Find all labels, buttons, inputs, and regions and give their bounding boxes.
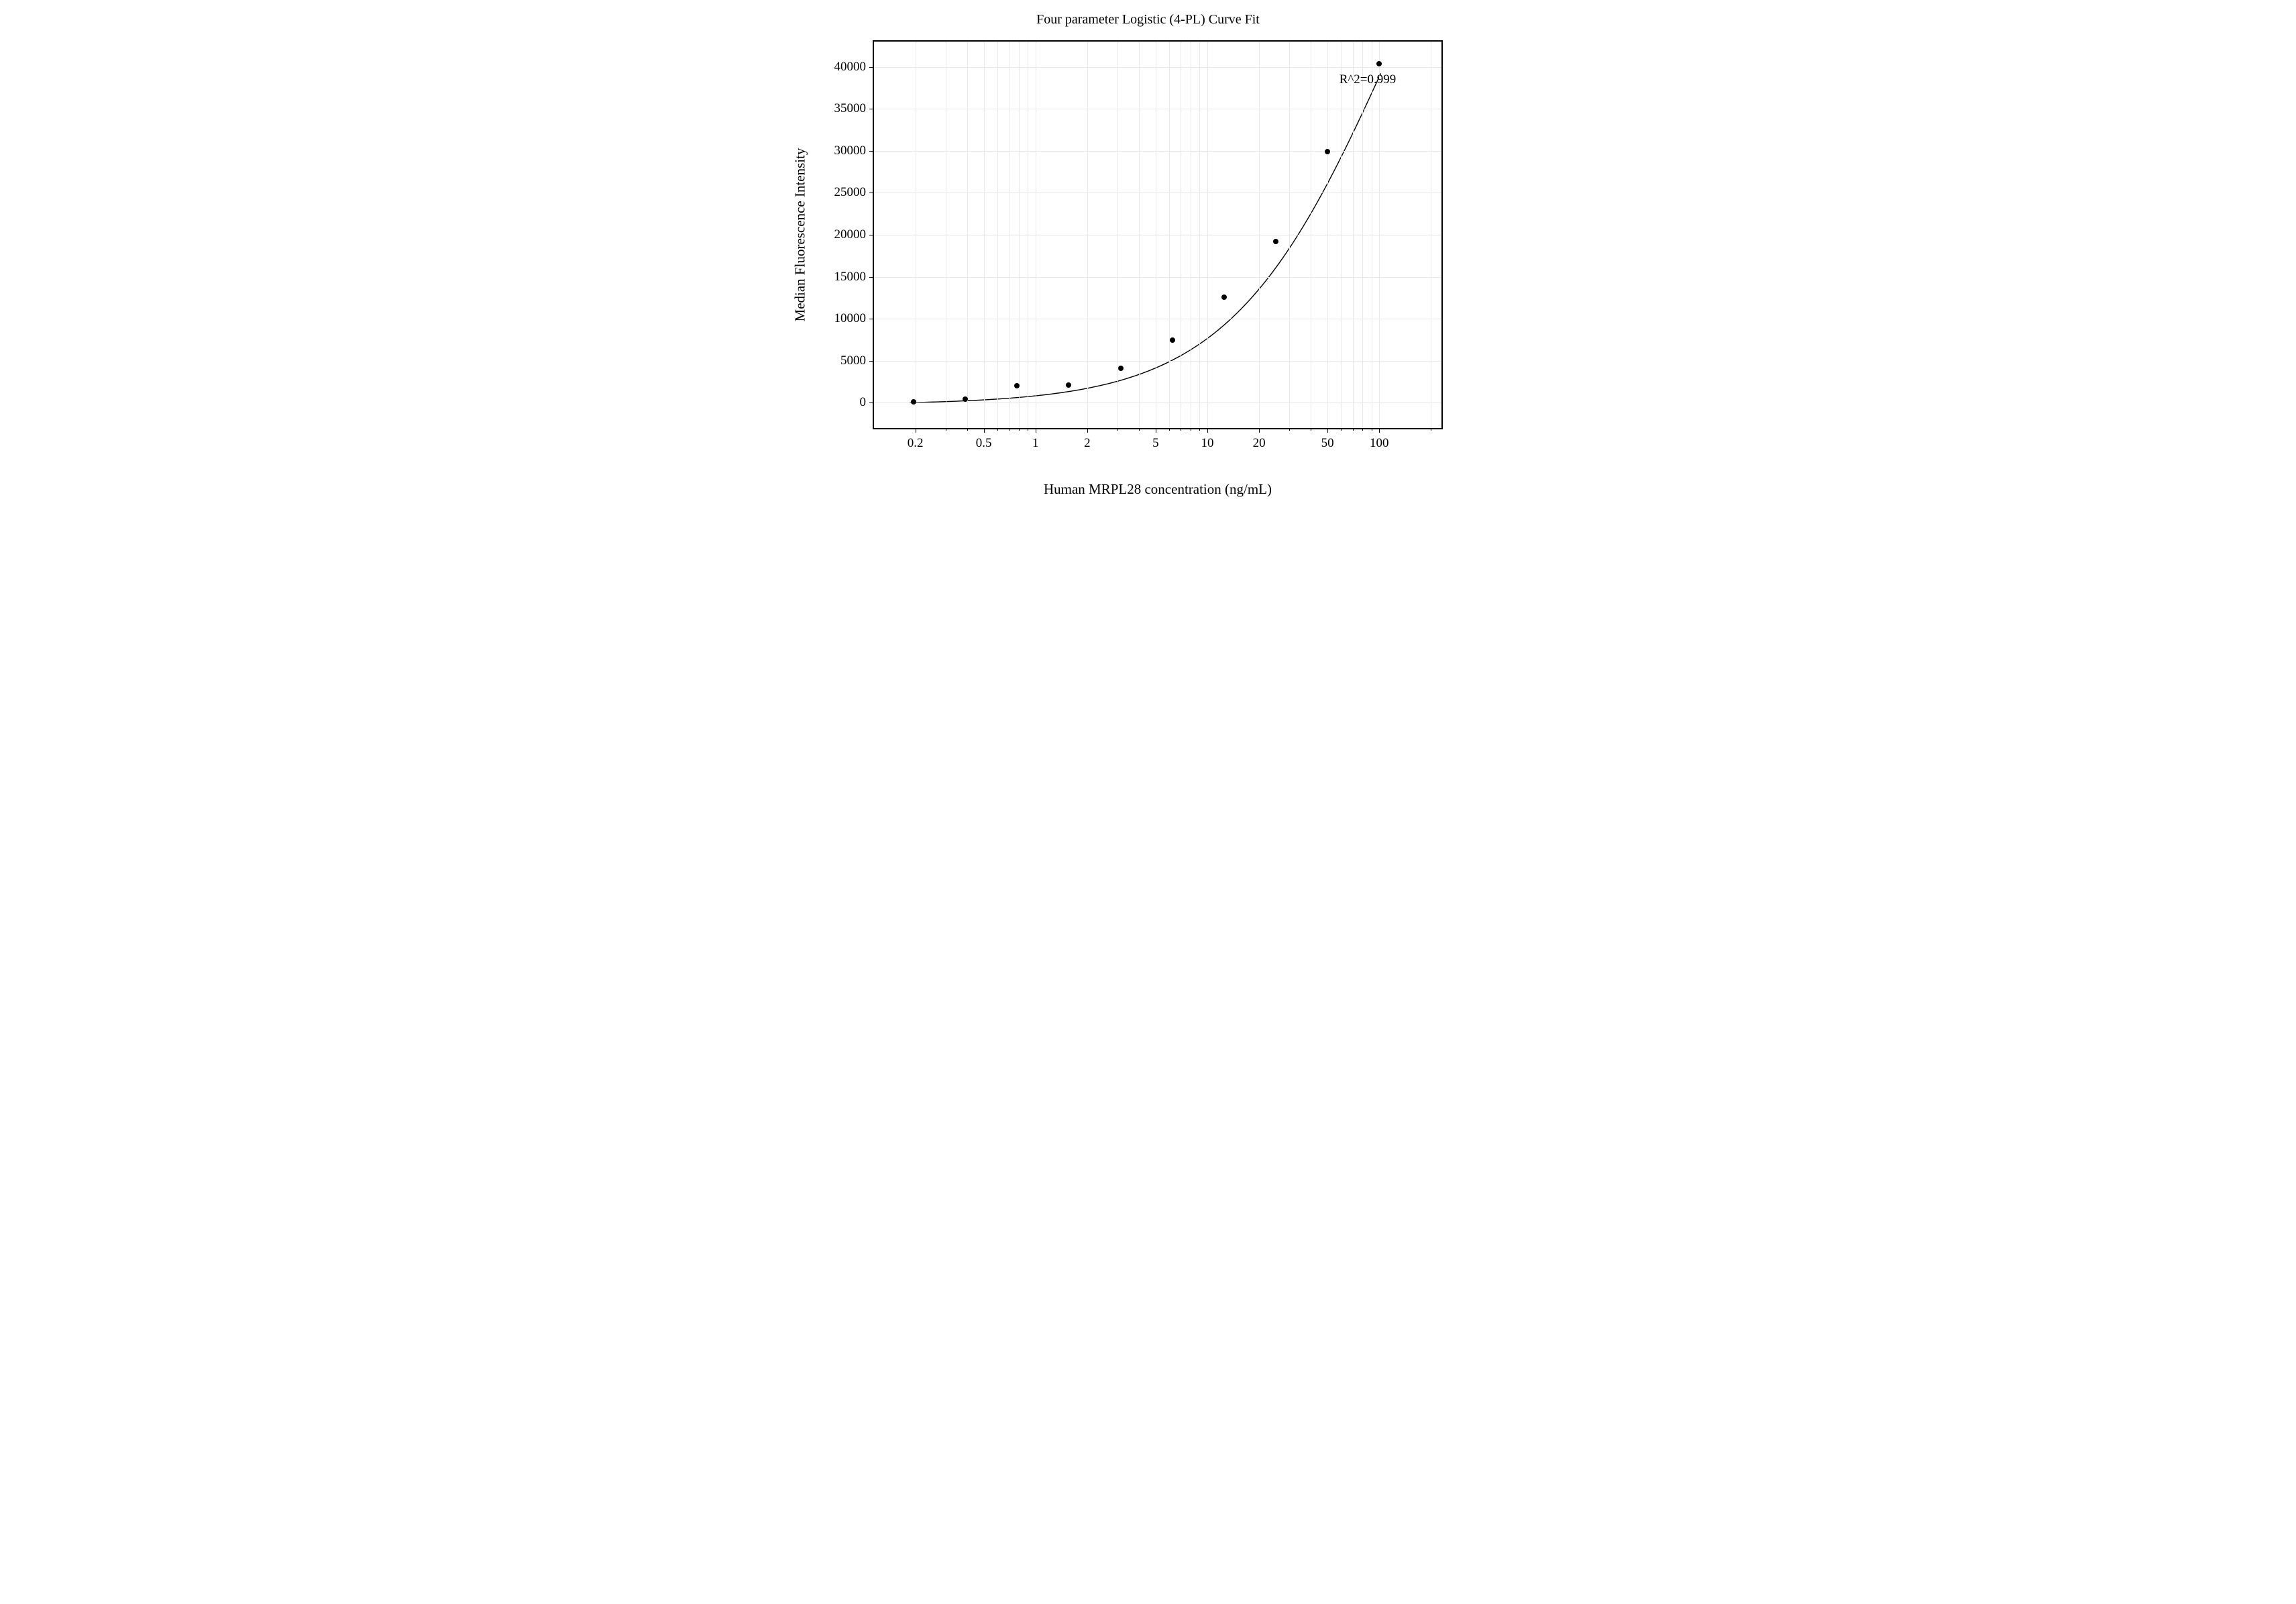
chart-title: Four parameter Logistic (4-PL) Curve Fit <box>765 12 1531 28</box>
y-axis-label: Median Fluorescence Intensity <box>792 148 809 322</box>
data-point <box>1273 239 1278 244</box>
y-tick-label: 35000 <box>834 101 867 116</box>
y-tick-label: 25000 <box>834 185 867 200</box>
x-tick-minor <box>1341 428 1342 431</box>
x-tick-minor <box>1019 428 1020 431</box>
gridline-v-minor <box>1019 42 1020 428</box>
data-point <box>1221 295 1227 300</box>
x-tick-label: 0.5 <box>976 436 992 451</box>
gridline-h <box>874 277 1441 278</box>
x-tick-label: 50 <box>1321 436 1334 451</box>
y-tick-label: 30000 <box>834 144 867 158</box>
plot-area: 0500010000150002000025000300003500040000… <box>873 40 1443 429</box>
y-tick <box>869 277 874 278</box>
x-tick <box>1379 428 1380 433</box>
x-tick <box>984 428 985 433</box>
gridline-h <box>874 361 1441 362</box>
data-point <box>1066 382 1071 388</box>
x-tick-label: 20 <box>1253 436 1266 451</box>
chart-container: Four parameter Logistic (4-PL) Curve Fit… <box>765 0 1531 535</box>
y-tick-label: 20000 <box>834 227 867 242</box>
x-tick-minor <box>1362 428 1363 431</box>
y-tick-label: 0 <box>860 395 867 410</box>
gridline-v-minor <box>1341 42 1342 428</box>
x-tick-minor <box>1289 428 1290 431</box>
y-tick-label: 40000 <box>834 60 867 74</box>
gridline-v-minor <box>1353 42 1354 428</box>
x-tick-minor <box>1353 428 1354 431</box>
x-tick <box>1327 428 1328 433</box>
gridline-v-minor <box>1199 42 1200 428</box>
gridline-v-minor <box>1169 42 1170 428</box>
x-tick-minor <box>997 428 998 431</box>
gridline-v-minor <box>1362 42 1363 428</box>
y-tick <box>869 361 874 362</box>
gridline-v <box>1087 42 1088 428</box>
gridline-v-minor <box>1289 42 1290 428</box>
data-point <box>911 399 916 405</box>
x-tick <box>1087 428 1088 433</box>
y-tick-label: 5000 <box>840 354 866 368</box>
x-tick-label: 0.2 <box>908 436 924 451</box>
gridline-h <box>874 151 1441 152</box>
x-tick-label: 5 <box>1152 436 1159 451</box>
x-tick <box>1207 428 1208 433</box>
gridline-v <box>1259 42 1260 428</box>
x-tick-minor <box>1169 428 1170 431</box>
x-tick-label: 1 <box>1032 436 1039 451</box>
data-point <box>1014 383 1020 388</box>
y-tick <box>869 151 874 152</box>
y-tick-label: 10000 <box>834 311 867 326</box>
data-point <box>1376 61 1382 66</box>
x-tick-minor <box>1139 428 1140 431</box>
gridline-v-minor <box>997 42 998 428</box>
x-tick-minor <box>967 428 968 431</box>
gridline-v <box>1207 42 1208 428</box>
data-point <box>1170 337 1175 343</box>
data-point <box>963 396 968 402</box>
data-point <box>1118 366 1124 371</box>
gridline-v-minor <box>1139 42 1140 428</box>
x-tick <box>1259 428 1260 433</box>
gridline-v <box>1379 42 1380 428</box>
x-tick-label: 10 <box>1201 436 1214 451</box>
gridline-v <box>1327 42 1328 428</box>
gridline-v <box>984 42 985 428</box>
data-point <box>1325 149 1330 154</box>
y-tick <box>869 67 874 68</box>
x-tick-label: 100 <box>1370 436 1389 451</box>
x-tick-minor <box>1199 428 1200 431</box>
x-axis-label: Human MRPL28 concentration (ng/mL) <box>1044 481 1272 498</box>
r-squared-annotation: R^2=0.999 <box>1340 72 1397 87</box>
gridline-h <box>874 67 1441 68</box>
y-tick-label: 15000 <box>834 270 867 284</box>
gridline-v-minor <box>967 42 968 428</box>
x-tick-minor <box>1117 428 1118 431</box>
x-tick-label: 2 <box>1084 436 1091 451</box>
